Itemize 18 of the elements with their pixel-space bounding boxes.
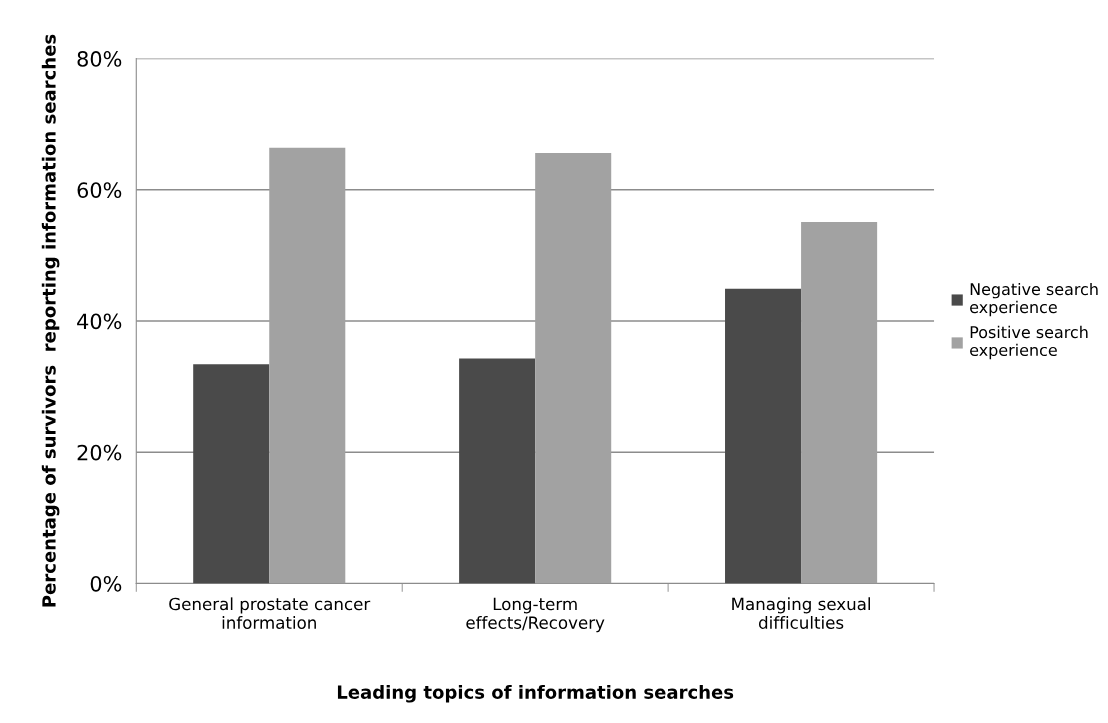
x-tick-label: General prostate cancer information <box>169 597 371 629</box>
bar <box>459 358 536 584</box>
x-tick-label: Long-term effects/Recovery <box>466 597 605 633</box>
bar <box>193 364 270 584</box>
legend-label: Negative search experience <box>970 282 1098 317</box>
x-tick-label: Managing sexual difficulties <box>732 597 870 629</box>
y-tick-label: 40% <box>77 313 122 330</box>
y-axis-title: Percentage of survivors reporting information searches <box>41 34 60 607</box>
y-tick-label: 60% <box>77 182 122 198</box>
x-axis-title: Leading topics of information searches <box>337 684 734 703</box>
bar <box>801 221 878 584</box>
y-tick-label: 20% <box>77 444 122 461</box>
bar <box>269 147 346 584</box>
bar <box>535 153 612 584</box>
legend-label: Positive search experience <box>970 325 1088 360</box>
bar <box>725 288 802 584</box>
y-tick-label: 0% <box>90 575 122 592</box>
y-tick-label: 80% <box>77 51 122 67</box>
